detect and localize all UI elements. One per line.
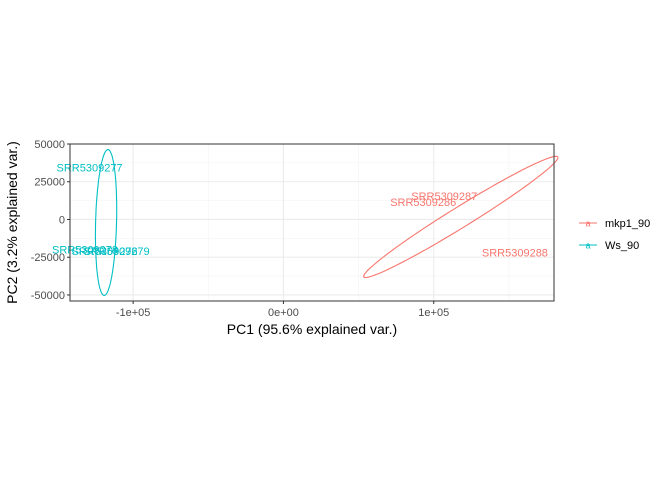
point-label: SRR5309276 [72, 246, 138, 258]
y-tick-label: -25000 [31, 252, 65, 264]
confidence-ellipses [94, 149, 559, 296]
y-tick-label: 50000 [34, 139, 65, 151]
y-tick-label: 0 [59, 214, 65, 226]
y-tick-label: 25000 [34, 177, 65, 189]
point-label: SRR5309277 [57, 162, 123, 174]
x-tick-label: 1e+05 [418, 307, 449, 319]
legend-key-glyph: a [585, 241, 590, 251]
point-label: SRR5309288 [482, 248, 548, 260]
y-tick-label: -50000 [31, 290, 65, 302]
grid-minor [70, 144, 554, 301]
point-label: SRR5309279 [84, 246, 150, 258]
ellipse-Ws_90 [94, 149, 118, 296]
legend: a mkp1_90a Ws_90 [579, 218, 650, 252]
x-axis: -1e+05 0e+00 1e+05 [116, 301, 449, 319]
legend-key-glyph: a [585, 219, 590, 229]
x-tick-label: 0e+00 [268, 307, 299, 319]
y-axis-title: PC2 (3.2% explained var.) [4, 141, 20, 304]
legend-label: mkp1_90 [605, 218, 650, 230]
panel-border [69, 143, 555, 302]
point-label: SRR5309287 [411, 191, 477, 203]
point-label: SRR5309286 [390, 197, 456, 209]
x-axis-title: PC1 (95.6% explained var.) [227, 321, 397, 337]
point-label: SRR5309278 [52, 245, 118, 257]
ellipse-mkp1_90 [363, 155, 559, 279]
legend-label: Ws_90 [605, 240, 639, 252]
y-axis: -50000 -25000 0 25000 50000 [31, 139, 70, 302]
x-tick-label: -1e+05 [116, 307, 151, 319]
